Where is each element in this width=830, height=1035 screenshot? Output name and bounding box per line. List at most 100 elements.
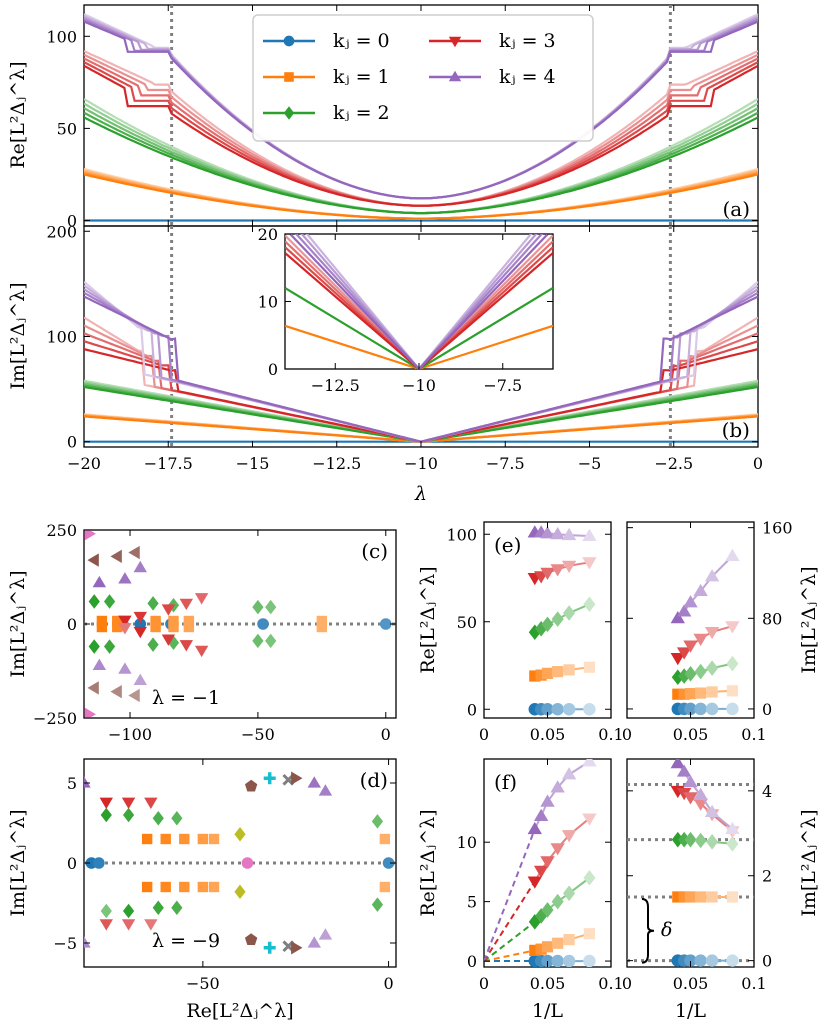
panel-f2-frame: [626, 758, 755, 968]
point-k4: [550, 526, 565, 540]
point-k1: [160, 833, 171, 845]
panel-f-ytick-label: 10: [457, 833, 477, 852]
point-k4: [693, 583, 708, 597]
point-k4: [84, 936, 91, 948]
point-k4: [561, 767, 577, 780]
panel-e2-plot-area: [670, 548, 740, 716]
panel-e2-xtick-label: 0.05: [673, 725, 709, 744]
inset-xtick-label: −10: [402, 376, 436, 395]
point-k1: [541, 941, 554, 953]
panel-b-xtick-label: −10: [404, 454, 438, 473]
point-k3: [582, 813, 597, 826]
panel-b-xlabel: λ: [414, 483, 427, 505]
panel-b-xtick-label: −15: [236, 454, 270, 473]
point-k4: [540, 794, 555, 807]
panel-b-xtick-label: 0: [753, 454, 763, 473]
point-k1: [695, 891, 707, 903]
panel-e2-ytick-label: 80: [762, 609, 782, 628]
extrapolation-k2: [484, 921, 536, 962]
point-k1: [379, 881, 391, 893]
point-k4: [133, 560, 147, 573]
extrapolation-k1: [484, 949, 536, 963]
point-k0: [705, 954, 719, 967]
series-line-k4: [84, 20, 758, 200]
annotation-d: λ = −9: [152, 930, 220, 952]
point-k10: [291, 771, 303, 785]
inset-xtick-label: −12.5: [311, 376, 360, 395]
panel-a-ytick-label: 100: [46, 27, 77, 46]
inset-ytick-label: 10: [258, 293, 278, 312]
panel-f2-ytick-label: 0: [762, 952, 772, 971]
legend-box: [252, 14, 594, 142]
panel-e-plot-area: [527, 525, 597, 716]
panel-e2-ytick-label: 160: [762, 519, 793, 538]
point-k3: [144, 797, 158, 809]
point-k3: [99, 919, 113, 931]
panel-a-ylabel: Re[L²Δⱼ^λ]: [7, 61, 29, 168]
panel-f-xlabel: 1/L: [532, 1000, 563, 1022]
point-k1: [726, 685, 739, 697]
point-k1: [563, 664, 575, 676]
inset-line-k1: [285, 324, 553, 369]
point-k3: [527, 876, 542, 889]
panel-d-ytick-label: 5: [67, 774, 77, 793]
point-k2: [152, 810, 164, 826]
legend-marker-k1: [284, 72, 294, 82]
point-k0: [726, 702, 739, 716]
inset-line-k4: [294, 234, 544, 369]
point-k2: [100, 807, 112, 823]
series-line-k1: [84, 173, 758, 220]
point-k3: [118, 623, 132, 635]
point-k8: [263, 772, 276, 785]
panel-b-xtick-label: −17.5: [144, 454, 193, 473]
point-k1: [684, 688, 697, 700]
point-k1: [583, 661, 596, 673]
point-k0: [551, 954, 564, 967]
point-k2: [563, 605, 576, 621]
point-k1: [541, 667, 554, 679]
point-k3: [99, 797, 113, 809]
point-k1: [726, 891, 739, 903]
point-k2: [265, 599, 277, 615]
panel-f2-xtick-label: 0.1: [741, 974, 766, 993]
series-line-k1: [84, 414, 758, 443]
panel-f2-xtick-label: 0.05: [673, 974, 709, 993]
legend: kⱼ = 0 kⱼ = 1 kⱼ = 2 kⱼ = 3 kⱼ = 4: [252, 14, 594, 142]
point-k4: [307, 936, 321, 948]
point-k3: [133, 611, 147, 624]
point-k4: [725, 821, 740, 834]
point-k2: [122, 903, 135, 919]
point-k3: [550, 564, 565, 577]
point-k4: [582, 528, 597, 541]
point-k7: [234, 884, 246, 900]
panel-d-xtick-label: −50: [186, 974, 220, 993]
point-k2: [563, 885, 576, 902]
point-k2: [103, 594, 116, 609]
point-k0: [257, 618, 269, 630]
point-k1: [706, 891, 718, 903]
inset-bg: [285, 234, 553, 369]
point-k6: [241, 857, 254, 869]
inset-line-k4: [300, 234, 538, 369]
point-k5: [128, 688, 140, 703]
panel-b-xtick-label: −2.5: [654, 454, 693, 473]
point-k3: [194, 593, 209, 605]
point-k0: [694, 702, 707, 716]
inset-line-k3: [285, 234, 553, 369]
legend-label-k2: kⱼ = 2: [333, 102, 390, 124]
series-line-k1: [84, 415, 758, 443]
panel-label-d: (d): [360, 768, 388, 792]
panel-c-ytick-label: 250: [46, 521, 77, 540]
panel-f-xtick-label: 0.05: [530, 974, 566, 993]
legend-marker-k0: [283, 35, 295, 47]
point-k2: [551, 611, 564, 627]
inset-ytick-label: 20: [258, 225, 278, 244]
point-k4: [582, 759, 597, 767]
series-line-k1: [84, 413, 758, 443]
panel-e-ytick-label: 100: [446, 525, 477, 544]
point-k4: [318, 928, 333, 940]
point-k1: [316, 621, 328, 633]
panel-label-a: (a): [722, 197, 750, 221]
point-k3: [550, 843, 565, 856]
point-k5: [87, 681, 99, 695]
